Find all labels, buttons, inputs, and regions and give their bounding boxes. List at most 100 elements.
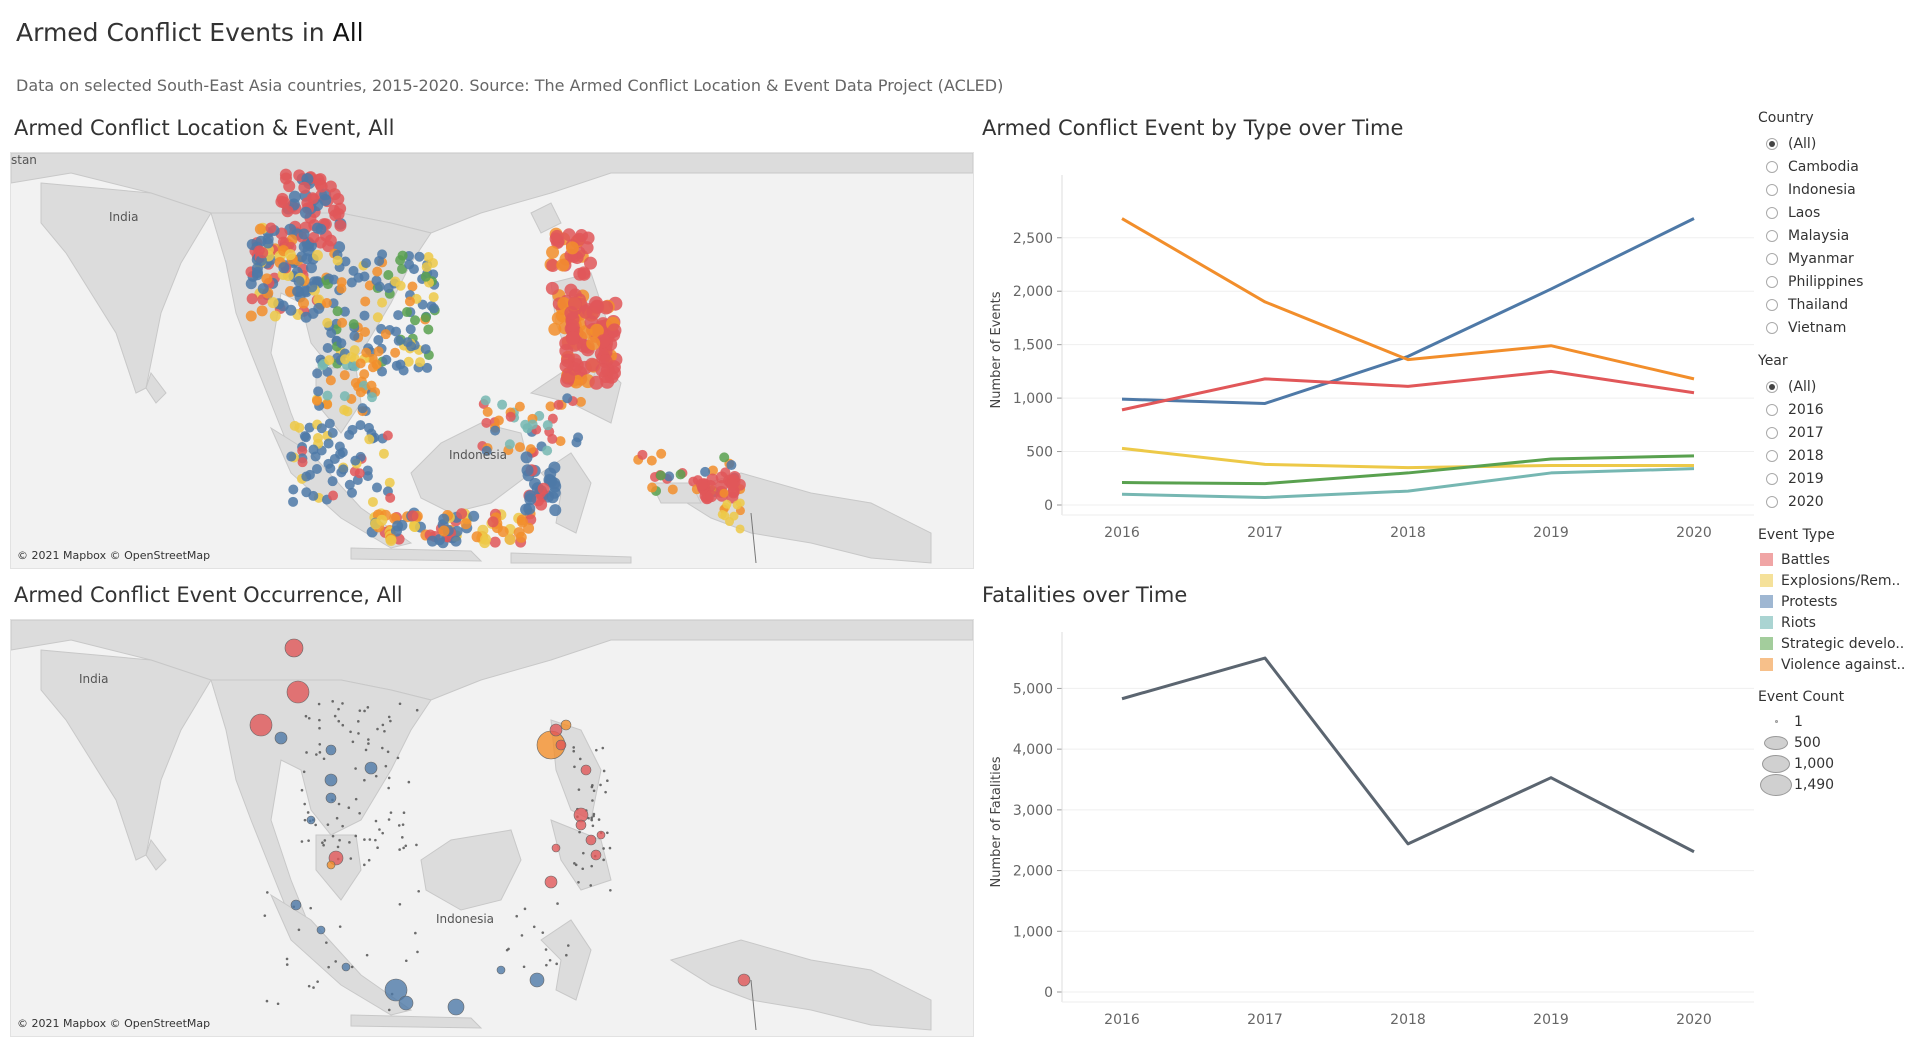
filter-option[interactable]: Malaysia — [1758, 224, 1908, 247]
radio-button[interactable] — [1766, 275, 1778, 288]
event-point — [578, 830, 581, 834]
event-point — [599, 783, 602, 787]
radio-button[interactable] — [1766, 160, 1778, 173]
filter-option[interactable]: Indonesia — [1758, 178, 1908, 201]
radio-button[interactable] — [1766, 321, 1778, 334]
event-point — [246, 238, 258, 250]
event-type-legend-item[interactable]: Protests — [1758, 591, 1908, 612]
filter-option[interactable]: Vietnam — [1758, 316, 1908, 339]
event-point — [322, 390, 333, 401]
event-point — [667, 484, 678, 495]
filter-option[interactable]: 2020 — [1758, 490, 1908, 513]
series-line-0[interactable] — [1121, 217, 1695, 405]
filter-option[interactable]: Myanmar — [1758, 247, 1908, 270]
event-point — [480, 533, 492, 545]
filter-option[interactable]: 2019 — [1758, 467, 1908, 490]
series-line-3[interactable] — [1121, 446, 1694, 470]
event-point — [450, 535, 462, 547]
event-type-label: Battles — [1781, 551, 1830, 568]
event-point — [297, 445, 308, 456]
filter-option[interactable]: Cambodia — [1758, 155, 1908, 178]
radio-button[interactable] — [1766, 206, 1778, 219]
event-type-label: Violence against.. — [1781, 656, 1906, 673]
radio-button[interactable] — [1766, 252, 1778, 265]
radio-button[interactable] — [1766, 380, 1778, 393]
series-line-4[interactable] — [1121, 454, 1695, 486]
event-point — [695, 478, 708, 491]
event-point — [562, 228, 576, 242]
x-tick-label: 2019 — [1533, 525, 1569, 541]
radio-button[interactable] — [1766, 137, 1778, 150]
event-point — [367, 738, 370, 741]
radio-button[interactable] — [1766, 495, 1778, 508]
filter-option[interactable]: 2018 — [1758, 444, 1908, 467]
event-type-legend-item[interactable]: Riots — [1758, 612, 1908, 633]
radio-button[interactable] — [1766, 449, 1778, 462]
event-point — [358, 811, 361, 815]
series-line-0[interactable] — [1121, 656, 1695, 854]
event-point — [493, 415, 504, 426]
event-point — [261, 273, 273, 285]
event-location-map[interactable]: stan India Indonesia © 2021 Mapbox © Ope… — [10, 152, 974, 569]
fatalities-chart[interactable]: 0 1,000 2,000 3,000 4,000 5,000 2016 2017 2018 20… — [982, 617, 1762, 1037]
event-point — [548, 461, 561, 474]
x-tick-label: 2019 — [1533, 1012, 1569, 1028]
map2-credit[interactable]: © 2021 Mapbox © OpenStreetMap — [17, 1017, 211, 1030]
event-point — [391, 360, 402, 371]
event-point — [269, 310, 281, 322]
event-type-legend-item[interactable]: Explosions/Rem.. — [1758, 570, 1908, 591]
radio-button[interactable] — [1766, 229, 1778, 242]
event-occurrence-map[interactable]: India Indonesia © 2021 Mapbox © OpenStre… — [10, 619, 974, 1037]
event-type-legend-item[interactable]: Battles — [1758, 549, 1908, 570]
event-type-legend-item[interactable]: Violence against.. — [1758, 654, 1908, 675]
event-point — [381, 831, 384, 835]
series-line-5[interactable] — [1121, 467, 1695, 500]
event-type-legend-item[interactable]: Strategic develo.. — [1758, 633, 1908, 654]
filter-option[interactable]: Thailand — [1758, 293, 1908, 316]
event-point — [407, 281, 418, 292]
event-point — [318, 718, 321, 722]
event-point — [397, 264, 408, 275]
event-point — [359, 310, 370, 321]
filter-option[interactable]: 2016 — [1758, 398, 1908, 421]
filter-option-label: Cambodia — [1788, 158, 1859, 175]
filter-option[interactable]: 2017 — [1758, 421, 1908, 444]
event-point — [675, 469, 686, 480]
event-point — [245, 278, 257, 290]
event-point — [556, 902, 559, 905]
event-point — [700, 466, 711, 477]
filter-option[interactable]: (All) — [1758, 132, 1908, 155]
event-point — [367, 362, 378, 373]
filter-option[interactable]: (All) — [1758, 375, 1908, 398]
event-point — [606, 365, 621, 380]
radio-button[interactable] — [1766, 183, 1778, 196]
event-point — [325, 941, 328, 944]
event-point — [322, 399, 333, 410]
filter-option[interactable]: Laos — [1758, 201, 1908, 224]
map1-credit[interactable]: © 2021 Mapbox © OpenStreetMap — [17, 549, 211, 562]
y-tick-label: 0 — [1044, 985, 1053, 1001]
radio-button[interactable] — [1766, 298, 1778, 311]
events-by-type-chart[interactable]: 0 500 1,000 1,500 2,000 2,500 2016 2017 2018 2019… — [982, 150, 1762, 550]
radio-button[interactable] — [1766, 403, 1778, 416]
event-point — [316, 423, 327, 434]
event-point — [312, 368, 323, 379]
map1-title: Armed Conflict Location & Event, All — [14, 116, 395, 140]
radio-button[interactable] — [1766, 472, 1778, 485]
event-point — [380, 746, 384, 750]
radio-button[interactable] — [1766, 426, 1778, 439]
filter-option[interactable]: Philippines — [1758, 270, 1908, 293]
series-line-2[interactable] — [1121, 369, 1695, 412]
event-count-legend-title: Event Count — [1758, 689, 1845, 705]
event-point — [524, 493, 537, 506]
event-count-legend-item: 500 — [1758, 732, 1908, 753]
event-point — [354, 834, 358, 838]
event-point — [537, 482, 550, 495]
event-point — [456, 508, 468, 520]
event-point — [297, 928, 301, 932]
series-line-1[interactable] — [1121, 217, 1695, 381]
event-point — [367, 392, 378, 403]
event-point — [420, 312, 431, 323]
filter-option-label: Myanmar — [1788, 250, 1854, 267]
event-point — [407, 780, 411, 784]
